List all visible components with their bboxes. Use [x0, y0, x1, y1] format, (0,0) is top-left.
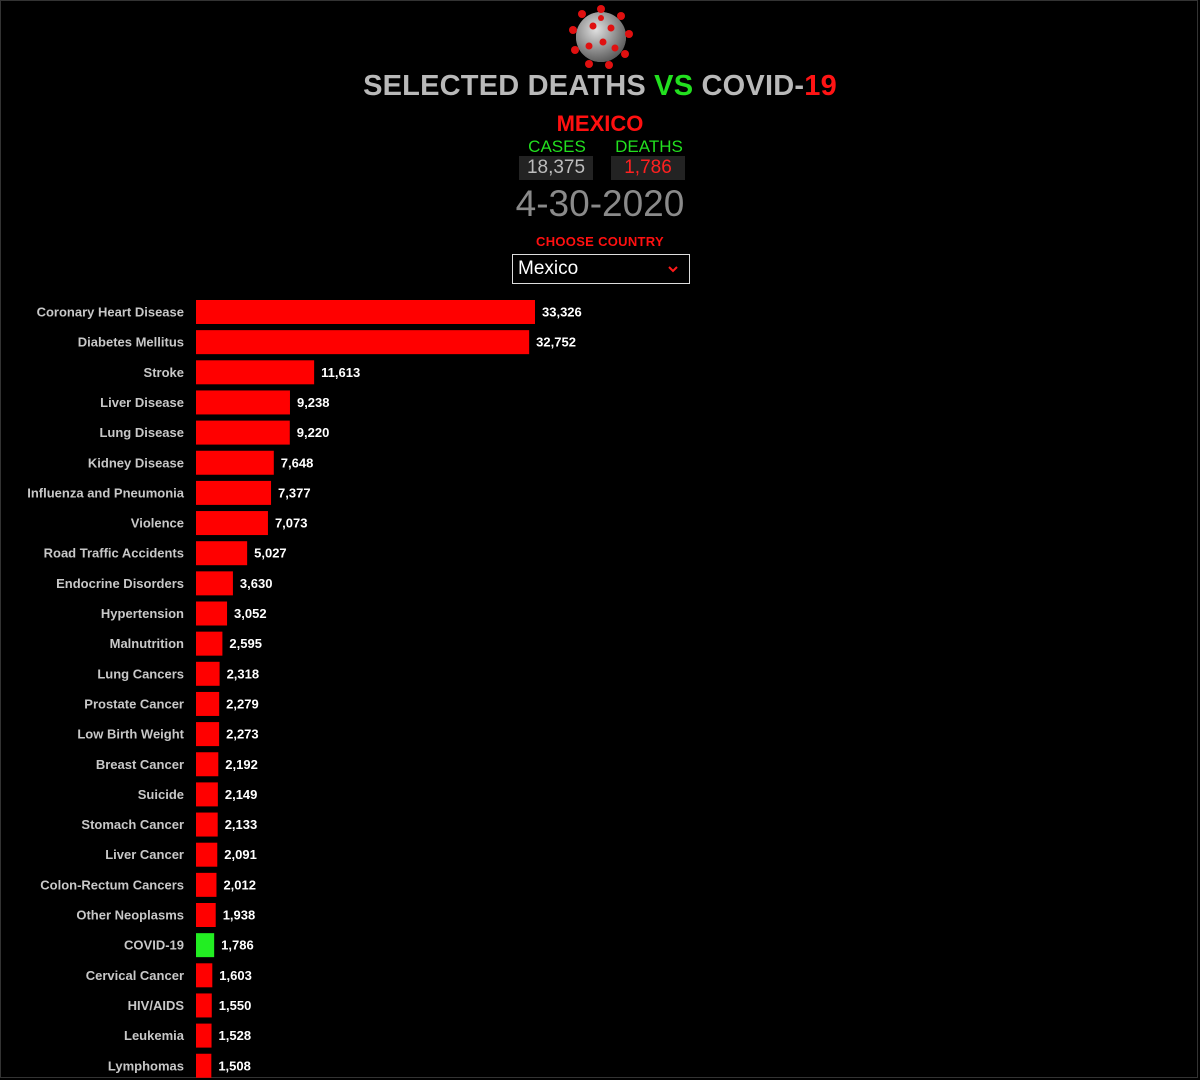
value-label: 7,377 — [278, 485, 311, 500]
value-label: 2,192 — [225, 757, 258, 772]
bar[interactable] — [196, 812, 218, 837]
value-label: 2,091 — [224, 847, 257, 862]
deaths-label: DEATHS — [615, 137, 683, 156]
category-label: Liver Cancer — [105, 847, 184, 862]
value-label: 1,508 — [218, 1058, 251, 1073]
cases-value: 18,375 — [519, 156, 593, 180]
coronavirus-icon — [569, 5, 633, 69]
value-label: 1,786 — [221, 938, 254, 953]
value-label: 11,613 — [321, 365, 360, 380]
category-label: Influenza and Pneumonia — [27, 485, 185, 500]
value-label: 2,279 — [226, 696, 259, 711]
bar[interactable] — [196, 300, 535, 324]
value-label: 32,752 — [536, 335, 576, 350]
value-label: 3,052 — [234, 606, 267, 621]
bar[interactable] — [196, 631, 223, 656]
country-select[interactable]: Mexico — [512, 254, 690, 284]
chevron-down-icon — [668, 266, 678, 273]
category-label: Leukemia — [124, 1028, 185, 1043]
category-label: Prostate Cancer — [84, 696, 184, 711]
bar[interactable] — [196, 1053, 212, 1078]
value-label: 1,528 — [219, 1028, 252, 1043]
category-label: Diabetes Mellitus — [78, 335, 184, 350]
title-vs: VS — [654, 70, 694, 102]
bar[interactable] — [196, 330, 530, 355]
cases-label: CASES — [528, 137, 586, 156]
category-label: Lung Disease — [99, 425, 184, 440]
value-label: 33,326 — [542, 305, 582, 320]
value-label: 1,550 — [219, 998, 252, 1013]
bar[interactable] — [196, 450, 274, 475]
value-label: 7,073 — [275, 516, 308, 531]
bar[interactable] — [196, 691, 220, 716]
value-label: 2,273 — [226, 727, 259, 742]
category-label: Violence — [131, 516, 184, 531]
category-label: Kidney Disease — [88, 455, 184, 470]
bar[interactable] — [196, 601, 228, 626]
category-label: Endocrine Disorders — [56, 576, 184, 591]
category-label: Suicide — [138, 787, 184, 802]
title-part2: COVID- — [693, 70, 805, 102]
category-label: Hypertension — [101, 606, 184, 621]
bar[interactable] — [196, 872, 217, 897]
bar[interactable] — [196, 993, 212, 1018]
value-label: 2,149 — [225, 787, 258, 802]
report-date: 4-30-2020 — [515, 183, 685, 224]
bar[interactable] — [196, 963, 213, 988]
category-label: Coronary Heart Disease — [37, 305, 184, 320]
value-label: 9,220 — [297, 425, 330, 440]
choose-country-label: CHOOSE COUNTRY — [536, 234, 664, 249]
category-label: HIV/AIDS — [128, 998, 185, 1013]
category-label: COVID-19 — [124, 938, 184, 953]
country-name: MEXICO — [556, 111, 644, 136]
category-label: Lung Cancers — [97, 666, 184, 681]
value-label: 2,133 — [225, 817, 258, 832]
bar[interactable] — [196, 480, 272, 505]
category-label: Lymphomas — [108, 1058, 184, 1073]
category-label: Low Birth Weight — [77, 727, 184, 742]
bar[interactable] — [196, 903, 216, 927]
bar[interactable] — [196, 661, 220, 686]
value-label: 5,027 — [254, 546, 287, 561]
category-label: Liver Disease — [100, 395, 184, 410]
value-label: 7,648 — [281, 455, 314, 470]
bar[interactable] — [196, 722, 220, 747]
category-label: Colon-Rectum Cancers — [40, 877, 184, 892]
bar[interactable] — [196, 360, 315, 385]
bar[interactable] — [196, 511, 268, 536]
bar[interactable] — [196, 1023, 212, 1048]
category-label: Stroke — [144, 365, 184, 380]
bar[interactable] — [196, 390, 290, 415]
bar[interactable] — [196, 752, 219, 777]
value-label: 1,603 — [219, 968, 252, 983]
category-label: Other Neoplasms — [76, 908, 184, 923]
bar[interactable] — [196, 541, 248, 566]
category-label: Road Traffic Accidents — [44, 546, 184, 561]
title-19: 19 — [804, 70, 837, 102]
bar[interactable] — [196, 420, 290, 445]
value-label: 3,630 — [240, 576, 273, 591]
bar-covid-19[interactable] — [196, 933, 215, 958]
value-label: 2,318 — [227, 666, 260, 681]
bar[interactable] — [196, 782, 218, 807]
category-label: Stomach Cancer — [81, 817, 184, 832]
bar[interactable] — [196, 571, 233, 596]
bar[interactable] — [196, 842, 218, 867]
category-label: Breast Cancer — [96, 757, 184, 772]
country-select-value: Mexico — [518, 258, 579, 279]
value-label: 2,012 — [223, 877, 256, 892]
page-title: SELECTED DEATHS VS COVID-19 — [0, 70, 1200, 103]
deaths-value: 1,786 — [611, 156, 685, 180]
title-part1: SELECTED DEATHS — [363, 70, 655, 102]
category-label: Cervical Cancer — [86, 968, 184, 983]
value-label: 1,938 — [223, 908, 256, 923]
category-label: Malnutrition — [110, 636, 184, 651]
value-label: 9,238 — [297, 395, 330, 410]
value-label: 2,595 — [229, 636, 262, 651]
